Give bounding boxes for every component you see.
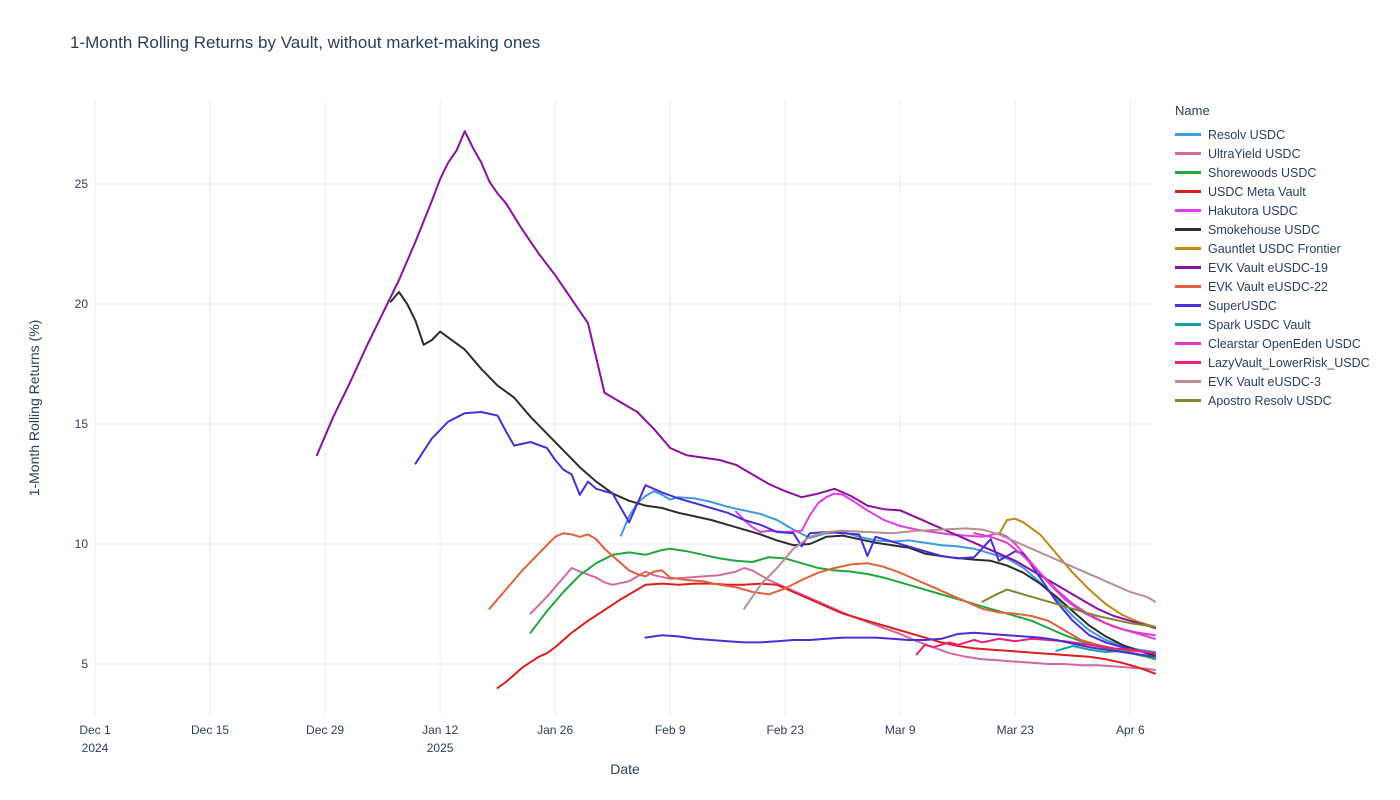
series-line-evk-vault-eusdc-19 — [315, 130, 1156, 629]
x-tick-label: Mar 9 — [885, 723, 916, 737]
x-tick-label: Dec 15 — [191, 723, 229, 737]
series-line-evk-vault-eusdc-3 — [743, 527, 1156, 610]
legend-item-superusdc[interactable]: SuperUSDC — [1175, 296, 1370, 315]
legend-item-hakutora-usdc[interactable]: Hakutora USDC — [1175, 201, 1370, 220]
x-tick-label: Jan 12 — [422, 723, 458, 737]
legend-label: UltraYield USDC — [1208, 146, 1301, 161]
x-axis-ticks: Dec 1 2024 Dec 15 Dec 29 Jan 12 2025 Jan 26 Feb… — [79, 723, 1145, 755]
y-axis-title: 1-Month Rolling Returns (%) — [26, 319, 42, 497]
legend-label: Gauntlet USDC Frontier — [1208, 241, 1341, 256]
legend-item-lazyvault-lowerrisk-usdc[interactable]: LazyVault_LowerRisk_USDC — [1175, 353, 1370, 372]
legend-swatch — [1175, 152, 1201, 155]
legend-swatch — [1175, 380, 1201, 383]
x-tick-sublabel: 2025 — [427, 741, 454, 755]
series-line-usdc-meta-vault — [496, 582, 1156, 689]
series-lines — [315, 130, 1156, 689]
series-line-evk-vault-eusdc-22 — [488, 532, 1156, 655]
legend-label: SuperUSDC — [1208, 298, 1277, 313]
chart-title: 1-Month Rolling Returns by Vault, withou… — [70, 33, 541, 52]
legend-label: Resolv USDC — [1208, 127, 1286, 142]
legend-label: EVK Vault eUSDC-22 — [1208, 279, 1328, 294]
series-line-apostro-resolv-usdc — [981, 588, 1156, 628]
legend-label: Hakutora USDC — [1208, 203, 1298, 218]
series-line-clearstar-openeden-usdc — [973, 532, 1156, 637]
legend-swatch — [1175, 361, 1201, 364]
x-tick-label: Feb 23 — [767, 723, 805, 737]
legend-swatch — [1175, 323, 1201, 326]
legend-item-spark-usdc-vault[interactable]: Spark USDC Vault — [1175, 315, 1370, 334]
legend-swatch — [1175, 228, 1201, 231]
legend-label: Smokehouse USDC — [1208, 222, 1320, 237]
series-line-smokehouse-usdc — [389, 291, 1156, 657]
legend-item-usdc-meta-vault[interactable]: USDC Meta Vault — [1175, 182, 1370, 201]
legend-swatch — [1175, 399, 1201, 402]
legend-swatch — [1175, 266, 1201, 269]
legend-title: Name — [1175, 103, 1210, 118]
series-line-superusdc — [644, 631, 1156, 658]
legend-swatch — [1175, 285, 1201, 288]
legend-swatch — [1175, 133, 1201, 136]
legend-label: LazyVault_LowerRisk_USDC — [1208, 355, 1370, 370]
legend-item-shorewoods-usdc[interactable]: Shorewoods USDC — [1175, 163, 1370, 182]
x-tick-label: Mar 23 — [997, 723, 1035, 737]
legend-swatch — [1175, 209, 1201, 212]
y-axis-ticks: 5 10 15 20 25 — [75, 177, 89, 671]
legend-label: EVK Vault eUSDC-19 — [1208, 260, 1328, 275]
legend-item-ultrayield-usdc[interactable]: UltraYield USDC — [1175, 144, 1370, 163]
legend-item-resolv-usdc[interactable]: Resolv USDC — [1175, 125, 1370, 144]
x-tick-label: Dec 1 — [79, 723, 111, 737]
series-line-lazyvault-lowerrisk-usdc — [915, 637, 1156, 656]
legend-swatch — [1175, 171, 1201, 174]
legend-item-evk-vault-eusdc-22[interactable]: EVK Vault eUSDC-22 — [1175, 277, 1370, 296]
x-axis-title: Date — [610, 761, 640, 777]
x-tick-label: Feb 9 — [655, 723, 686, 737]
legend-items: Resolv USDC UltraYield USDC Shorewoods USD… — [1175, 125, 1370, 410]
y-tick-label: 25 — [75, 177, 89, 191]
legend-item-evk-vault-eusdc-3[interactable]: EVK Vault eUSDC-3 — [1175, 372, 1370, 391]
legend-swatch — [1175, 247, 1201, 250]
series-line-ultrayield-usdc — [529, 567, 1156, 671]
legend-label: Shorewoods USDC — [1208, 165, 1317, 180]
legend-swatch — [1175, 304, 1201, 307]
y-tick-label: 20 — [75, 297, 89, 311]
series-line-resolv-usdc — [619, 490, 1156, 653]
y-tick-label: 15 — [75, 417, 89, 431]
x-tick-label: Jan 26 — [537, 723, 573, 737]
y-tick-label: 10 — [75, 537, 89, 551]
legend-label: Clearstar OpenEden USDC — [1208, 336, 1361, 351]
legend-item-evk-vault-eusdc-19[interactable]: EVK Vault eUSDC-19 — [1175, 258, 1370, 277]
legend-label: Spark USDC Vault — [1208, 317, 1311, 332]
legend-label: EVK Vault eUSDC-3 — [1208, 374, 1322, 389]
legend-item-apostro-resolv-usdc[interactable]: Apostro Resolv USDC — [1175, 391, 1370, 410]
legend-item-gauntlet-usdc-frontier[interactable]: Gauntlet USDC Frontier — [1175, 239, 1370, 258]
x-tick-label: Apr 6 — [1116, 723, 1145, 737]
legend-swatch — [1175, 190, 1201, 193]
legend: Name Resolv USDC UltraYield USDC Shorewood… — [1175, 103, 1370, 410]
legend-label: USDC Meta Vault — [1208, 184, 1306, 199]
x-tick-label: Dec 29 — [306, 723, 344, 737]
y-tick-label: 5 — [81, 657, 88, 671]
series-line-hakutora-usdc — [734, 492, 1156, 640]
legend-swatch — [1175, 342, 1201, 345]
legend-item-clearstar-openeden-usdc[interactable]: Clearstar OpenEden USDC — [1175, 334, 1370, 353]
legend-item-smokehouse-usdc[interactable]: Smokehouse USDC — [1175, 220, 1370, 239]
series-line-shorewoods-usdc — [529, 547, 1156, 661]
legend-label: Apostro Resolv USDC — [1208, 393, 1332, 408]
x-tick-sublabel: 2024 — [82, 741, 109, 755]
gridlines — [94, 100, 1155, 715]
